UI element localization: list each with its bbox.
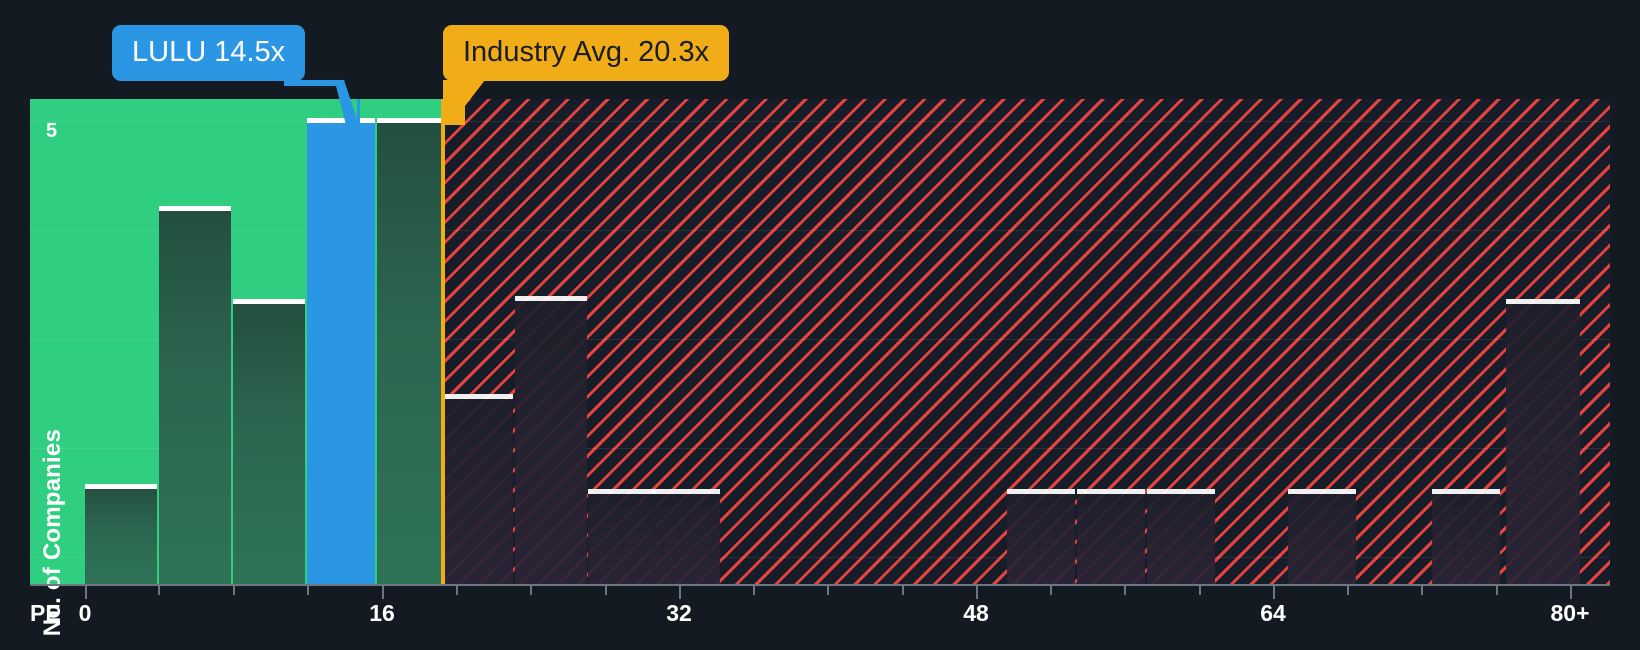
industry-avg-callout[interactable]: Industry Avg. 20.3x (443, 25, 730, 125)
x-minor-tick (1199, 586, 1201, 595)
bin-80plus[interactable] (1506, 299, 1580, 584)
bin-24-28[interactable] (515, 296, 587, 584)
x-axis-title: PE (30, 600, 61, 626)
x-tick-label: 64 (1260, 600, 1286, 626)
bar-cap (1288, 489, 1356, 494)
x-minor-tick (605, 586, 607, 595)
x-tick-label: 80+ (1550, 600, 1590, 626)
x-tick-label: 16 (369, 600, 395, 626)
x-minor-tick (1421, 586, 1423, 595)
bin-32-36[interactable] (588, 489, 656, 584)
industry-avg-callout-label: Industry Avg. 20.3x (443, 25, 730, 81)
x-tick (382, 586, 384, 599)
gridline (30, 121, 1610, 122)
bin-72-76[interactable] (1432, 489, 1500, 584)
bin-4-8[interactable] (159, 206, 231, 584)
bin-64-68[interactable] (1288, 489, 1356, 584)
x-tick (1273, 586, 1275, 599)
x-tick (679, 586, 681, 599)
bar-cap (588, 489, 656, 494)
lulu-marker-line (357, 99, 360, 584)
bin-8-12[interactable] (233, 299, 305, 584)
bar-cap (307, 118, 375, 123)
lulu-callout-label: LULU 14.5x (112, 25, 306, 81)
bar-cap (441, 394, 513, 399)
x-minor-tick (827, 586, 829, 595)
lulu-callout[interactable]: LULU 14.5x (112, 25, 359, 125)
x-tick-label: 32 (666, 600, 692, 626)
bar-cap (652, 489, 720, 494)
y-tick-label-5: 5 (46, 120, 58, 142)
x-minor-tick (1124, 586, 1126, 595)
bar-cap (1077, 489, 1145, 494)
x-tick-label: 48 (963, 600, 989, 626)
gridline (30, 230, 1610, 231)
x-axis-line (30, 584, 1610, 586)
x-minor-tick (456, 586, 458, 595)
x-minor-tick (1347, 586, 1349, 595)
bar-cap (515, 296, 587, 301)
plot-area (30, 99, 1610, 584)
x-tick-label: 0 (78, 600, 92, 626)
bin-16-20[interactable] (377, 118, 443, 584)
bin-20-24[interactable] (441, 394, 513, 584)
bar-cap (159, 206, 231, 211)
x-minor-tick (753, 586, 755, 595)
bar-cap (1147, 489, 1215, 494)
x-minor-tick (1496, 586, 1498, 595)
bar-cap (85, 484, 157, 489)
x-minor-tick (530, 586, 532, 595)
expensive-zone (445, 99, 1610, 584)
bin-36-40[interactable] (652, 489, 720, 584)
bin-52-56[interactable] (1077, 489, 1145, 584)
bin-0-4[interactable] (85, 484, 157, 584)
bar-cap (1506, 299, 1580, 304)
x-minor-tick (233, 586, 235, 595)
bin-48-52[interactable] (1007, 489, 1075, 584)
lulu-callout-tail (284, 80, 359, 125)
bar-cap (377, 118, 443, 123)
x-minor-tick (158, 586, 160, 595)
x-tick (976, 586, 978, 599)
bar-cap (1007, 489, 1075, 494)
bin-56-60[interactable] (1147, 489, 1215, 584)
gridline (30, 448, 1610, 449)
x-tick (1570, 586, 1572, 599)
gridline (30, 557, 1610, 558)
industry-avg-marker-line (441, 99, 445, 584)
bar-cap (1432, 489, 1500, 494)
bar-cap (233, 299, 305, 304)
x-tick (85, 586, 87, 599)
x-minor-tick (1050, 586, 1052, 595)
x-minor-tick (902, 586, 904, 595)
bin-12-16[interactable] (307, 118, 375, 584)
x-minor-tick (307, 586, 309, 595)
industry-avg-callout-tail (443, 80, 485, 125)
gridline (30, 339, 1610, 340)
